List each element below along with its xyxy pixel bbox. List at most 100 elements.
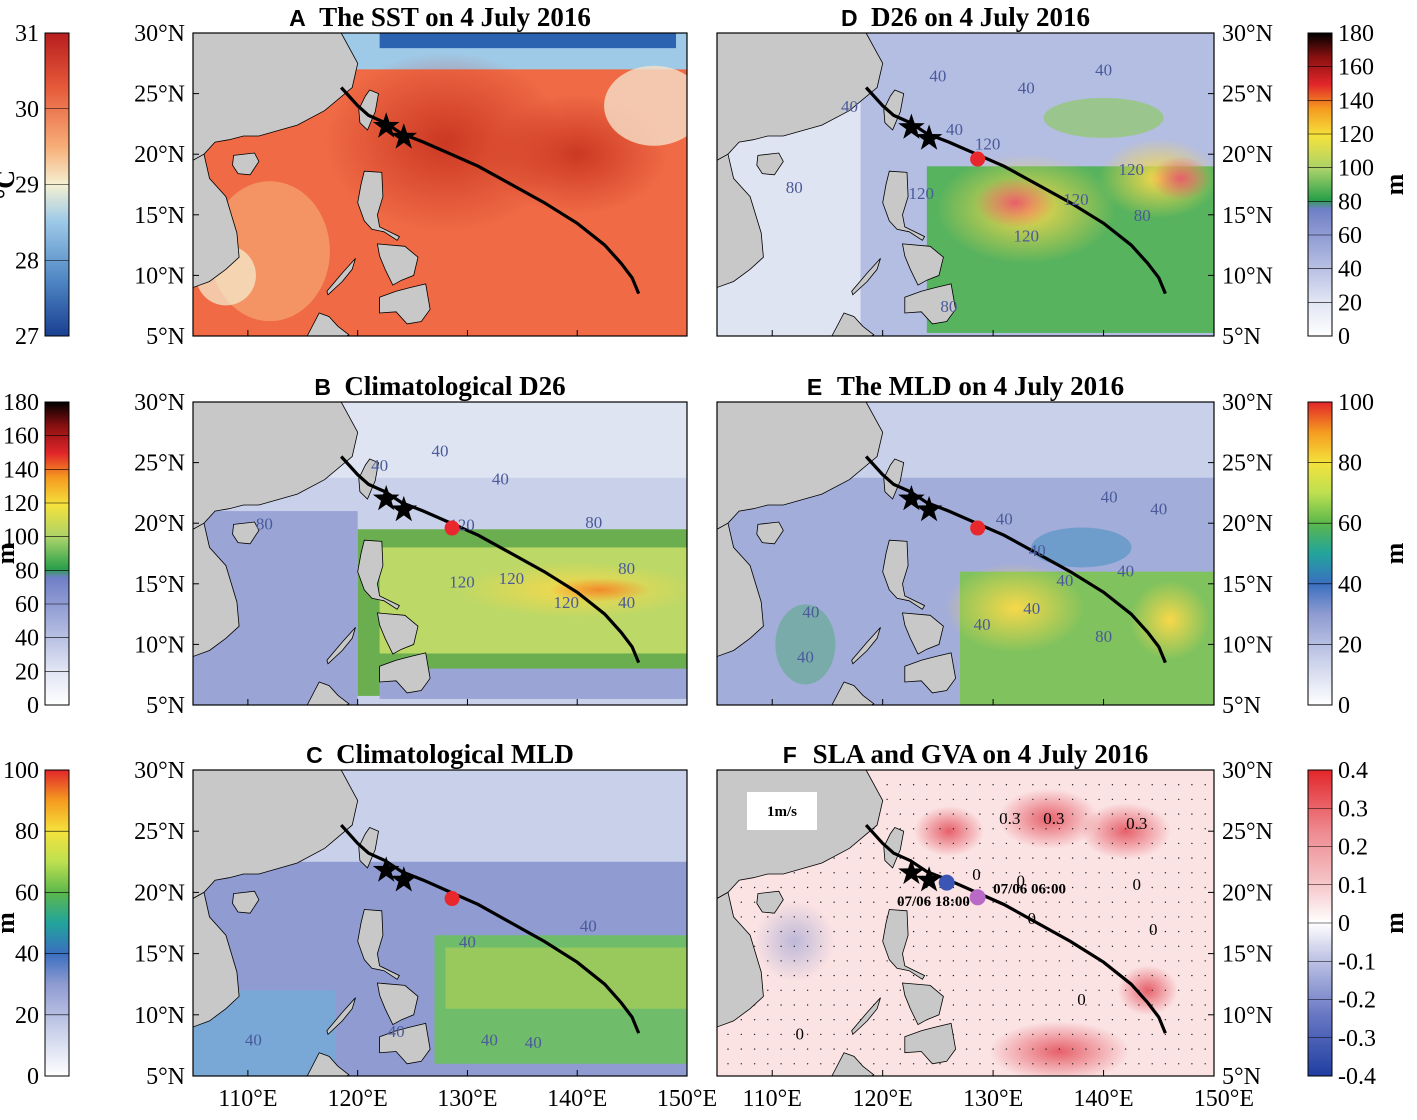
y-tick-label: 20°N (1222, 142, 1273, 168)
vector-legend-box (747, 792, 817, 830)
y-tick-label: 10°N (1222, 632, 1273, 658)
land-E-5 (902, 612, 944, 655)
land-C-7 (326, 997, 356, 1036)
panel-title: Climatological D26 (344, 371, 565, 401)
y-tick-label: 10°N (134, 632, 185, 658)
panel-label: C (306, 742, 323, 768)
land-B-8 (306, 681, 350, 705)
panel-E: 40 40 40 40 40 40 40 40 40 40 80 E The MLD on 4 July… (716, 371, 1409, 719)
colorbar-C: 100 80 60 40 20 0 m (0, 758, 70, 1090)
colorbar-tick-label: 20 (1338, 290, 1362, 316)
y-tick-label: 25°N (134, 451, 185, 477)
x-tick-label: 150°E (1194, 1086, 1254, 1112)
contour-label: 120 (909, 184, 935, 203)
star-icon (915, 495, 943, 522)
contour-label: 80 (940, 297, 957, 316)
track-B (340, 455, 641, 664)
contour-label: 40 (1056, 571, 1073, 590)
plot-frame (192, 401, 688, 706)
contour-label: 80 (585, 513, 602, 532)
panel-title: The MLD on 4 July 2016 (837, 371, 1124, 401)
contour-label: 0 (1077, 990, 1086, 1009)
colorbar-unit: m (1380, 173, 1409, 195)
contour-label: 80 (786, 178, 803, 197)
contour-label: 80 (1095, 627, 1112, 646)
star-icon (390, 123, 418, 149)
plot-frame (716, 32, 1215, 337)
land-F-7 (851, 997, 881, 1036)
colorbar-tick-label: 0 (27, 693, 39, 719)
colorbar-tick-label: 100 (1338, 390, 1374, 416)
contour-label: 40 (1101, 488, 1118, 507)
y-tick-label: 30°N (1222, 390, 1273, 416)
contour-label: 40 (580, 917, 597, 936)
vector-legend-label: 1m/s (767, 804, 797, 820)
land-A-8 (306, 312, 350, 336)
land-A-2 (232, 152, 260, 176)
star-icon (898, 485, 925, 511)
y-tick-label: 30°N (1222, 758, 1273, 784)
colorbar-unit: m (1380, 542, 1409, 564)
contour-label: 40 (492, 469, 509, 488)
star-icon (372, 485, 400, 511)
marker-dot-purple (969, 889, 986, 906)
land-D-7 (851, 258, 881, 296)
colorbar-tick-label: 180 (1338, 21, 1374, 47)
land-B-4 (357, 539, 400, 610)
colorbar-F: 0.4 0.3 0.2 0.1 0 -0.1 -0.2 -0.3 -0.4 m (1307, 758, 1409, 1090)
track-D (864, 86, 1167, 295)
track-E (864, 455, 1167, 664)
colorbar-D: 180 160 140 120 100 80 60 40 20 0 m (1307, 21, 1409, 350)
land-C-4 (357, 909, 400, 980)
x-tick-label: 130°E (437, 1086, 497, 1112)
land-A-6 (379, 283, 431, 325)
contour-label: 40 (996, 509, 1013, 528)
land-C-1 (193, 891, 240, 1028)
colorbar-tick-label: 80 (1338, 451, 1362, 477)
colorbar-B: 180 160 140 120 100 80 60 40 20 0 m (0, 390, 70, 719)
land-D-2 (756, 152, 784, 176)
field-D (717, 33, 1214, 336)
colorbar-A: 31 30 29 28 27 °C (0, 21, 70, 350)
contour-label: 40 (371, 456, 388, 475)
y-tick-label: 30°N (1222, 21, 1273, 47)
contour-label: 120 (499, 569, 525, 588)
y-tick-label: 25°N (1222, 819, 1273, 845)
colorbar-tick-label: 29 (15, 173, 39, 199)
contour-label: 0 (1149, 920, 1158, 939)
colorbar-tick-label: 0 (27, 1064, 39, 1090)
colorbar-tick-label: -0.3 (1338, 1026, 1376, 1052)
colorbar-tick-label: 100 (3, 525, 39, 551)
colorbar-unit: m (0, 542, 20, 564)
contour-label: 0 (1016, 871, 1025, 890)
colorbar-tick-label: 160 (1338, 55, 1374, 81)
contour-label: 40 (432, 442, 449, 461)
land-B-6 (379, 652, 431, 694)
land-E-4 (882, 539, 926, 610)
land-C-3 (358, 827, 379, 869)
panel-title: D26 on 4 July 2016 (871, 2, 1090, 32)
x-tick-label: 120°E (328, 1086, 388, 1112)
land-D-4 (882, 170, 926, 241)
field-F (717, 770, 1214, 1076)
colorbar-tick-label: 31 (15, 21, 39, 47)
colorbar-E: 100 80 60 40 20 0 m (1307, 390, 1409, 719)
time-annotation: 07/06 18:00 (897, 894, 970, 910)
land-C-6 (379, 1022, 431, 1065)
contour-label: 40 (459, 933, 476, 952)
colorbar-tick-label: 0 (1338, 693, 1350, 719)
field-C (193, 770, 687, 1076)
contour-label: 0 (1132, 875, 1141, 894)
y-tick-label: 25°N (134, 82, 185, 108)
land-E-7 (851, 627, 881, 665)
y-tick-label: 5°N (1222, 693, 1261, 719)
y-tick-label: 20°N (1222, 511, 1273, 537)
y-tick-label: 30°N (134, 390, 185, 416)
marker-dot-red (444, 891, 460, 907)
land-A-5 (376, 243, 419, 286)
y-tick-label: 30°N (134, 21, 185, 47)
marker-dot-red (970, 520, 986, 536)
y-tick-label: 15°N (1222, 942, 1273, 968)
colorbar-unit: m (1380, 912, 1409, 934)
